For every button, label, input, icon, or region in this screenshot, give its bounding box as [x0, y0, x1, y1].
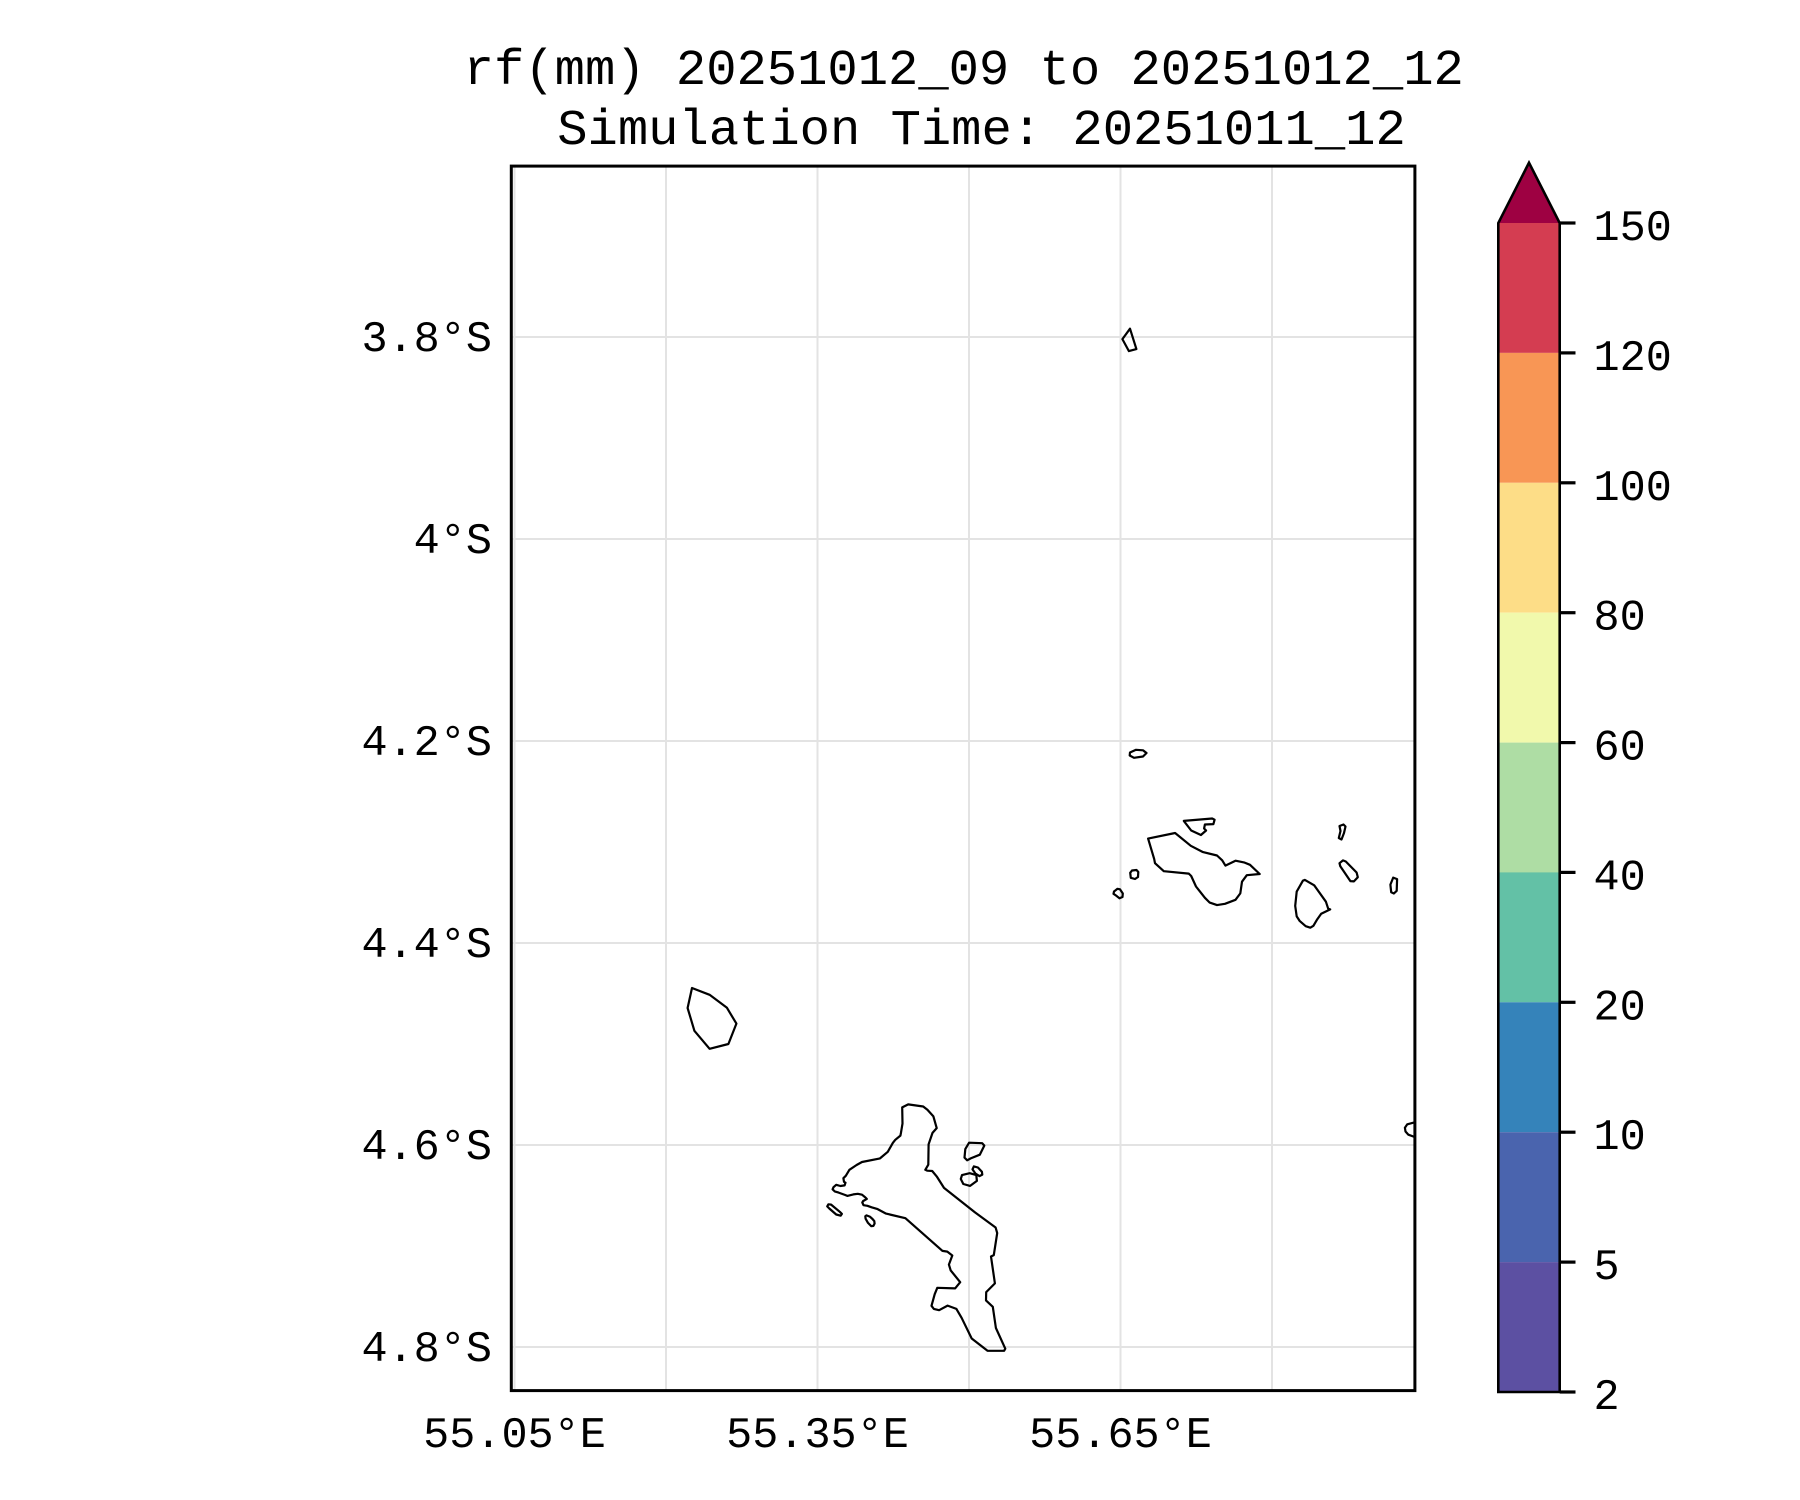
svg-text:60: 60: [1594, 725, 1646, 774]
svg-text:5: 5: [1594, 1244, 1620, 1293]
svg-text:Simulation Time: 20251011_12: Simulation Time: 20251011_12: [557, 103, 1406, 160]
svg-text:55.35°E: 55.35°E: [726, 1412, 909, 1461]
svg-text:40: 40: [1594, 854, 1646, 903]
svg-text:3.8°S: 3.8°S: [361, 316, 492, 365]
svg-text:150: 150: [1594, 205, 1672, 254]
svg-text:100: 100: [1594, 465, 1672, 514]
svg-text:rf(mm) 20251012_09 to 20251012: rf(mm) 20251012_09 to 20251012_12: [464, 43, 1464, 100]
svg-text:4.4°S: 4.4°S: [361, 922, 492, 971]
svg-text:4.8°S: 4.8°S: [361, 1326, 492, 1375]
svg-text:120: 120: [1594, 335, 1672, 384]
svg-text:20: 20: [1594, 984, 1646, 1033]
svg-text:2: 2: [1594, 1374, 1620, 1423]
svg-text:4°S: 4°S: [414, 518, 492, 567]
svg-text:80: 80: [1594, 595, 1646, 644]
svg-text:4.6°S: 4.6°S: [361, 1124, 492, 1173]
svg-text:4.2°S: 4.2°S: [361, 720, 492, 769]
svg-text:10: 10: [1594, 1114, 1646, 1163]
svg-text:55.05°E: 55.05°E: [423, 1412, 606, 1461]
svg-text:55.65°E: 55.65°E: [1029, 1412, 1212, 1461]
